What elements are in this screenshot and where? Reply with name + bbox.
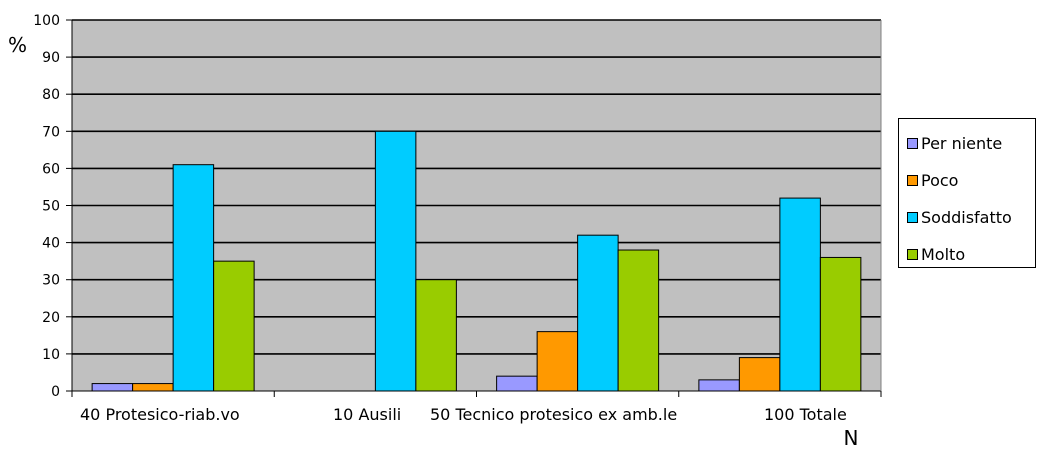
bar-molto bbox=[617, 249, 660, 392]
x-tick-label: 100 Totale bbox=[764, 405, 847, 424]
legend-item-0: Per niente bbox=[907, 133, 1002, 153]
legend-swatch bbox=[907, 174, 918, 186]
bar-molto bbox=[819, 256, 862, 392]
y-tick-label: 90 bbox=[42, 50, 60, 66]
bar-per-niente bbox=[698, 379, 740, 392]
y-tick-label: 20 bbox=[42, 310, 60, 326]
legend-item-3: Molto bbox=[907, 244, 965, 264]
legend: Per niente Poco Soddisfatto Molto bbox=[898, 118, 1036, 268]
y-tick-label: 60 bbox=[42, 161, 60, 177]
x-tick-label: 50 Tecnico protesico ex amb.le bbox=[430, 405, 677, 424]
x-axis-label: N bbox=[844, 426, 859, 450]
legend-swatch bbox=[907, 248, 918, 260]
bar-soddisfatto bbox=[577, 234, 619, 392]
x-tick-labels: 40 Protesico-riab.vo 10 Ausili 50 Tecnico … bbox=[80, 405, 847, 424]
bar-poco bbox=[536, 331, 579, 392]
y-tick-label: 100 bbox=[33, 13, 60, 29]
y-tick-label: 30 bbox=[42, 273, 60, 289]
bar-poco bbox=[132, 383, 174, 392]
y-tick-label: 40 bbox=[42, 236, 60, 252]
bar-soddisfatto bbox=[779, 197, 821, 392]
axes bbox=[66, 19, 882, 397]
legend-swatch bbox=[907, 211, 918, 223]
bar-per-niente bbox=[91, 383, 134, 392]
y-tick-labels: 0 10 20 30 40 50 60 70 80 90 100 bbox=[33, 13, 60, 400]
bar-molto bbox=[415, 279, 457, 392]
bar-soddisfatto bbox=[374, 130, 417, 392]
bar-per-niente bbox=[496, 375, 538, 392]
legend-label: Poco bbox=[921, 170, 959, 190]
bar-poco bbox=[738, 357, 781, 392]
legend-item-2: Soddisfatto bbox=[907, 207, 1012, 227]
legend-label: Molto bbox=[921, 244, 966, 264]
y-tick-label: 70 bbox=[42, 124, 60, 140]
y-tick-label: 0 bbox=[51, 384, 60, 400]
y-tick-label: 80 bbox=[42, 87, 60, 103]
x-tick-label: 10 Ausili bbox=[333, 405, 401, 424]
y-axis-label: % bbox=[8, 33, 27, 57]
legend-item-1: Poco bbox=[907, 170, 958, 190]
bar-soddisfatto bbox=[172, 164, 215, 392]
y-tick-label: 50 bbox=[42, 199, 60, 215]
bar-molto bbox=[213, 260, 255, 392]
legend-label: Per niente bbox=[921, 133, 1003, 153]
legend-swatch bbox=[907, 137, 918, 149]
x-tick-label: 40 Protesico-riab.vo bbox=[80, 405, 240, 424]
bars bbox=[91, 130, 862, 392]
y-tick-label: 10 bbox=[42, 347, 60, 363]
legend-label: Soddisfatto bbox=[921, 207, 1012, 227]
